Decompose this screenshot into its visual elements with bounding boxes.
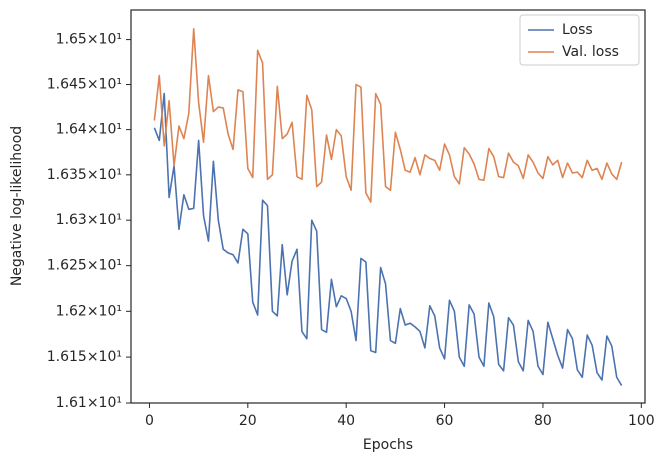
y-tick-label: 1.63×10¹ xyxy=(56,212,122,228)
legend-label: Loss xyxy=(562,22,593,38)
line-series xyxy=(153,28,623,203)
y-axis-label: Negative log-likelihood xyxy=(9,126,25,286)
x-tick-label: 60 xyxy=(436,413,454,429)
x-tick-label: 100 xyxy=(628,413,655,429)
x-tick-label: 80 xyxy=(534,413,552,429)
y-tick-label: 1.62×10¹ xyxy=(56,303,122,319)
x-tick-label: 0 xyxy=(145,413,154,429)
y-tick-label: 1.635×10¹ xyxy=(47,167,122,183)
legend-label: Val. loss xyxy=(562,44,619,60)
line-series xyxy=(153,92,623,386)
x-tick-label: 20 xyxy=(239,413,257,429)
plot-frame xyxy=(130,9,646,404)
x-tick-label: 40 xyxy=(337,413,355,429)
x-axis-label: Epochs xyxy=(363,437,413,453)
y-tick-label: 1.645×10¹ xyxy=(47,77,122,93)
y-tick-label: 1.615×10¹ xyxy=(47,349,122,365)
y-tick-label: 1.65×10¹ xyxy=(56,32,122,48)
y-tick-label: 1.64×10¹ xyxy=(56,122,122,138)
y-tick-label: 1.61×10¹ xyxy=(56,395,122,411)
y-tick-label: 1.625×10¹ xyxy=(47,258,122,274)
